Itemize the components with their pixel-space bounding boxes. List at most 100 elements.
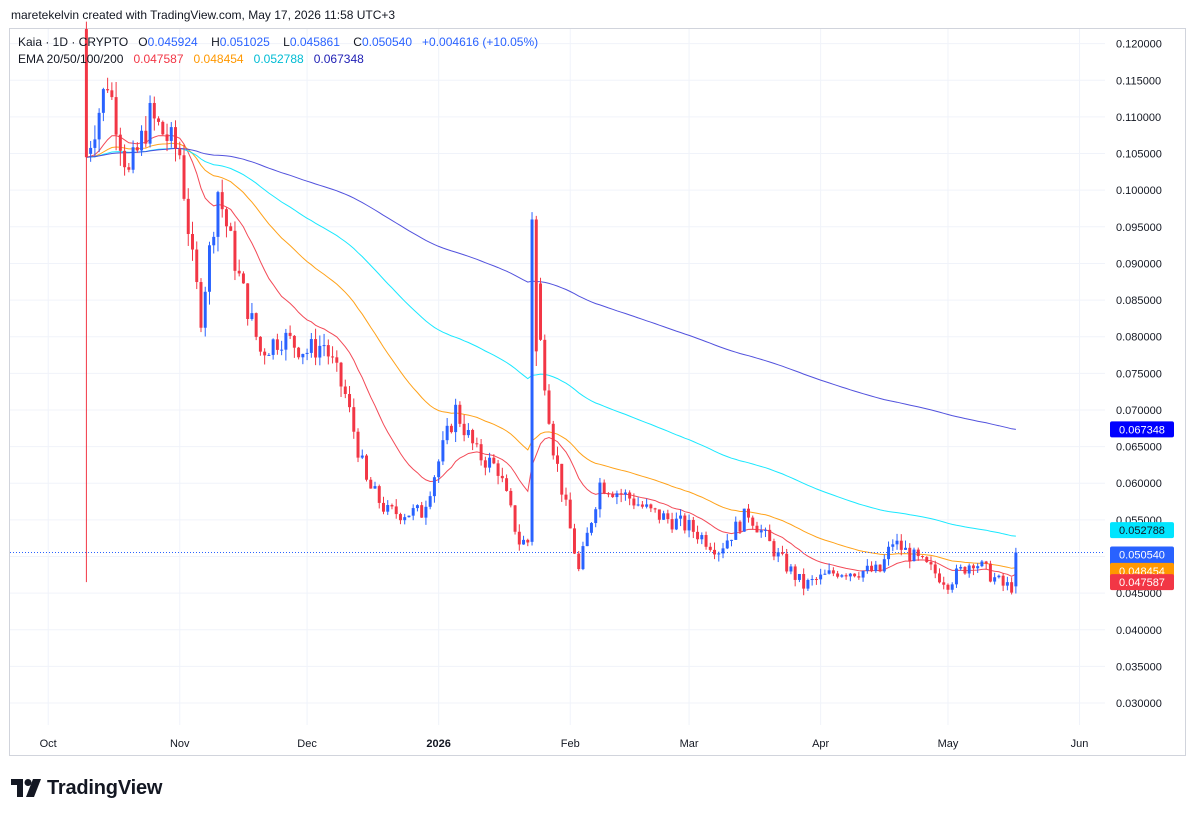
tradingview-logo-icon xyxy=(11,779,41,797)
attribution-text: maretekelvin created with TradingView.co… xyxy=(11,8,396,22)
candle-body xyxy=(589,523,593,533)
ema100-price-tag: 0.052788 xyxy=(1119,525,1165,537)
candle-body xyxy=(445,425,449,441)
x-tick-label: Feb xyxy=(561,738,580,750)
candle-body xyxy=(674,518,678,530)
candle-body xyxy=(606,493,610,495)
candle-body xyxy=(148,102,152,144)
candle-body xyxy=(636,504,640,506)
y-tick-label: 0.105000 xyxy=(1116,149,1162,161)
candle-body xyxy=(356,431,360,458)
candle-body xyxy=(84,29,88,158)
candle-body xyxy=(207,245,211,292)
candle-body xyxy=(1014,552,1018,587)
candle-body xyxy=(284,332,288,350)
y-tick-label: 0.095000 xyxy=(1116,222,1162,234)
x-tick-label: Mar xyxy=(680,738,699,750)
ema20-line xyxy=(86,134,1017,577)
candle-body xyxy=(382,502,385,512)
candle-body xyxy=(666,513,670,520)
candle-body xyxy=(169,127,173,141)
candle-body xyxy=(679,515,683,519)
candle-body xyxy=(305,352,309,354)
candle-body xyxy=(441,440,445,462)
tradingview-logo[interactable]: TradingView xyxy=(11,776,162,800)
candle-body xyxy=(101,89,105,113)
grid xyxy=(10,29,1105,725)
symbol-name[interactable]: Kaia · 1D · CRYPTO xyxy=(18,35,129,49)
candle-body xyxy=(517,531,521,545)
candle-body xyxy=(967,565,971,574)
candle-body xyxy=(131,147,135,170)
candle-body xyxy=(377,486,381,503)
candle-body xyxy=(704,535,708,547)
candle-body xyxy=(522,539,526,545)
candle-body xyxy=(432,477,436,497)
candle-body xyxy=(916,549,920,557)
candle-body xyxy=(224,209,228,227)
candle-body xyxy=(500,475,504,479)
close-label: C xyxy=(353,35,362,49)
candle-body xyxy=(687,519,691,531)
candle-body xyxy=(564,494,568,500)
candle-body xyxy=(250,313,254,319)
open-label: O xyxy=(138,35,148,49)
candle-body xyxy=(946,584,950,590)
candle-body xyxy=(628,492,632,499)
candle-body xyxy=(653,508,657,510)
candle-body xyxy=(814,579,818,581)
price-labels: 0.0673480.0527880.05054015:01:230.048454… xyxy=(1110,421,1174,591)
candle-body xyxy=(632,498,636,506)
candle-body xyxy=(394,506,398,515)
candle-body xyxy=(326,345,330,357)
candle-body xyxy=(848,573,852,577)
candle-body xyxy=(437,461,441,478)
candle-body xyxy=(246,283,250,319)
candle-body xyxy=(229,226,233,231)
candle-body xyxy=(772,541,776,557)
candle-body xyxy=(398,514,402,521)
candle-body xyxy=(123,150,127,168)
candle-body xyxy=(827,570,831,574)
candles xyxy=(84,21,1018,596)
x-tick-label: Oct xyxy=(40,738,57,750)
candle-body xyxy=(114,97,118,135)
candle-body xyxy=(581,546,585,570)
y-tick-label: 0.040000 xyxy=(1116,625,1162,637)
candle-body xyxy=(891,544,895,547)
candle-body xyxy=(369,479,373,489)
candle-body xyxy=(135,147,139,151)
candle-body xyxy=(191,234,194,250)
high-value: 0.051025 xyxy=(219,35,270,49)
candle-body xyxy=(258,336,262,352)
candle-body xyxy=(1005,582,1009,586)
candle-body xyxy=(802,573,806,589)
candle-body xyxy=(755,525,759,533)
candle-body xyxy=(157,118,161,122)
candle-body xyxy=(810,579,814,581)
candle-body xyxy=(212,236,216,246)
ema-title[interactable]: EMA 20/50/100/200 xyxy=(18,52,124,66)
candle-body xyxy=(275,339,279,350)
ema50-value: 0.048454 xyxy=(193,52,244,66)
y-tick-label: 0.060000 xyxy=(1116,478,1162,490)
ema100-line xyxy=(86,147,1016,537)
candle-body xyxy=(534,219,538,352)
candle-body xyxy=(904,547,908,550)
candle-body xyxy=(742,508,746,532)
candle-body xyxy=(551,423,555,456)
candle-body xyxy=(976,566,980,569)
candle-body xyxy=(793,566,797,580)
candle-body xyxy=(471,429,475,444)
ema200-value: 0.067348 xyxy=(313,52,364,66)
candle-body xyxy=(963,566,967,574)
candle-body xyxy=(424,506,428,518)
y-tick-label: 0.100000 xyxy=(1116,185,1162,197)
candle-body xyxy=(594,509,598,524)
candle-body xyxy=(730,539,733,541)
y-tick-label: 0.080000 xyxy=(1116,332,1162,344)
candle-body xyxy=(1001,575,1005,586)
candle-body xyxy=(280,349,284,351)
time-axis: Oct Nov Dec 2026 Feb Mar Apr May Jun xyxy=(40,738,1089,750)
